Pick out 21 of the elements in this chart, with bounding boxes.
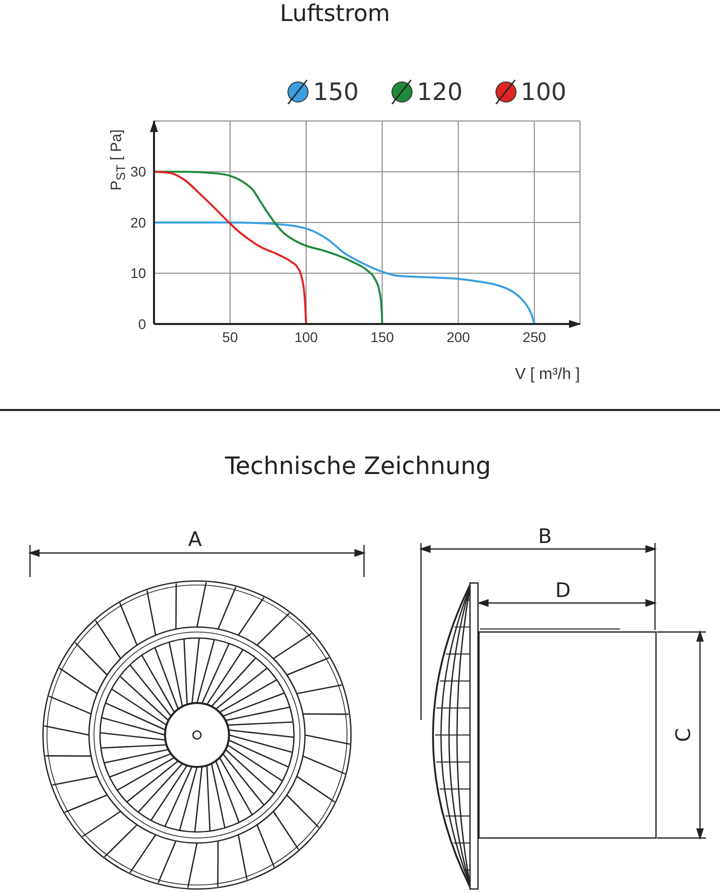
y-tick-label: 20 <box>130 214 146 230</box>
y-tick-label: 10 <box>130 265 146 282</box>
x-tick-label: 50 <box>222 328 238 345</box>
legend-label: 150 <box>313 78 359 106</box>
x-tick-label: 200 <box>446 328 470 345</box>
text: C <box>671 728 695 742</box>
y-tick-label: 0 <box>138 316 146 332</box>
line-series <box>154 170 308 324</box>
x-axis-title: V [ m³/h ] <box>515 366 580 384</box>
legend-label: 100 <box>520 78 566 106</box>
text: A <box>188 527 202 551</box>
x-tick-label: 150 <box>370 328 394 345</box>
legend-label: 120 <box>416 78 463 106</box>
y-tick-label: 30 <box>130 164 146 180</box>
text: B <box>538 524 552 548</box>
text: Technische Zeichnung <box>224 452 492 480</box>
chart-title: Luftstrom <box>278 1 392 27</box>
x-tick-label: 100 <box>294 328 318 345</box>
line-series <box>154 222 536 324</box>
text: D <box>555 578 571 602</box>
x-tick-label: 250 <box>522 328 546 345</box>
